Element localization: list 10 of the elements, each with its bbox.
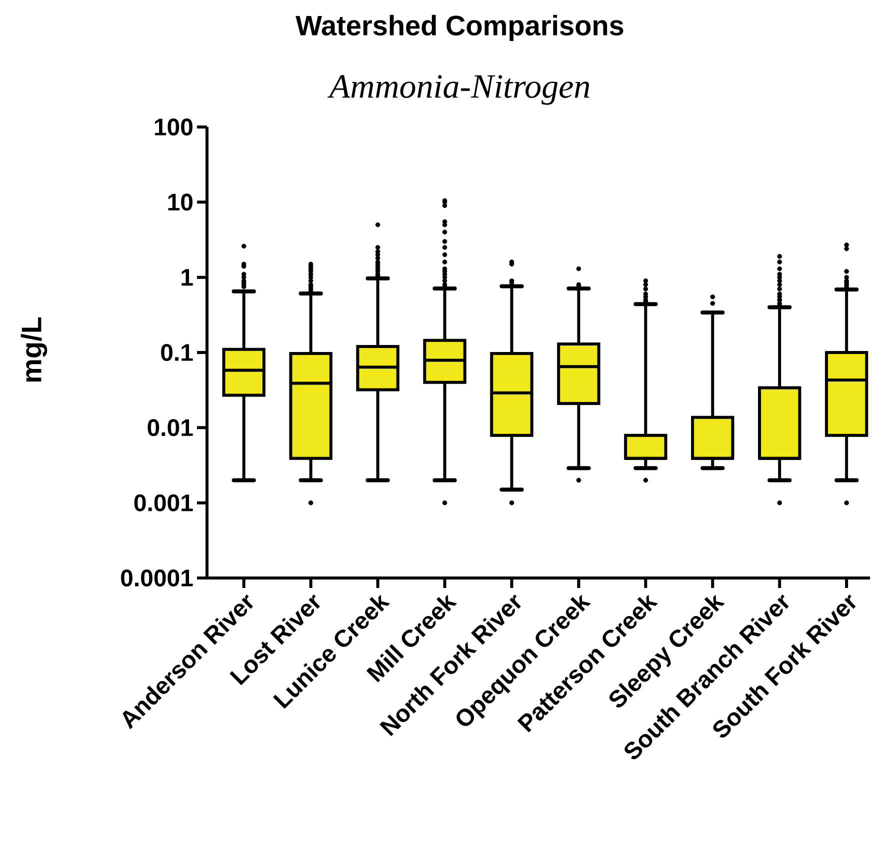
- y-tick-label: 1: [182, 269, 193, 286]
- y-tick-label: 0.01: [148, 419, 193, 436]
- y-tick-label: 10: [168, 194, 192, 211]
- y-tick-label: 0.1: [161, 344, 193, 361]
- y-tick-label: 0.001: [134, 494, 193, 512]
- y-tick-label: 100: [154, 118, 192, 136]
- y-axis-title: mg/L: [20, 317, 48, 382]
- y-tick-label: 0.0001: [121, 570, 193, 586]
- chart-subtitle: Ammonia-Nitrogen: [328, 75, 590, 105]
- chart-title: Watershed Comparisons: [296, 14, 624, 42]
